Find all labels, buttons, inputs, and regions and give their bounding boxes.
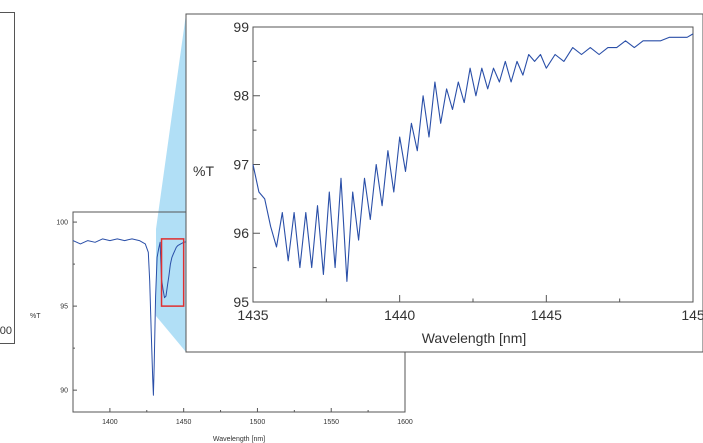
overview-x-tick-label: 1450 <box>176 419 192 426</box>
left-partial-panel: 00 <box>0 12 15 344</box>
zoom-series-line <box>252 33 694 282</box>
zoom-x-tick-label: 145 <box>681 307 703 323</box>
zoom-y-tick-label: 96 <box>233 225 249 241</box>
overview-x-axis-label: Wavelength [nm] <box>213 436 265 443</box>
overview-x-tick-label: 1550 <box>323 419 339 426</box>
overview-y-tick-label: 90 <box>60 388 68 395</box>
zoom-y-tick-label: 98 <box>233 88 249 104</box>
zoom-y-tick-label: 97 <box>233 156 249 172</box>
zoom-panel-frame <box>185 13 703 353</box>
zoom-x-axis-label: Wavelength [nm] <box>422 330 527 346</box>
zoom-x-tick-label: 1435 <box>237 307 268 323</box>
zoom-x-tick-label: 1440 <box>384 307 415 323</box>
left-panel-cut-label: 00 <box>0 325 12 337</box>
zoom-y-tick-label: 95 <box>233 294 249 310</box>
overview-series-line <box>72 238 228 396</box>
overview-x-tick-label: 1500 <box>250 419 266 426</box>
overview-x-tick-label: 1600 <box>397 419 413 426</box>
zoom-chart: 1435 1440 1445 145 95 96 97 98 99 %T Wavelength … <box>185 13 703 353</box>
zoom-x-tick-label: 1445 <box>531 307 562 323</box>
zoom-y-axis-label: %T <box>193 163 214 179</box>
zoom-y-tick-label: 99 <box>233 19 249 35</box>
overview-y-tick-label: 95 <box>60 304 68 311</box>
overview-y-tick-label: 100 <box>56 220 68 227</box>
overview-x-tick-label: 1400 <box>102 419 118 426</box>
zoom-connector <box>156 14 186 352</box>
overview-highlight-box <box>160 238 185 307</box>
overview-y-axis-label: %T <box>30 313 41 320</box>
